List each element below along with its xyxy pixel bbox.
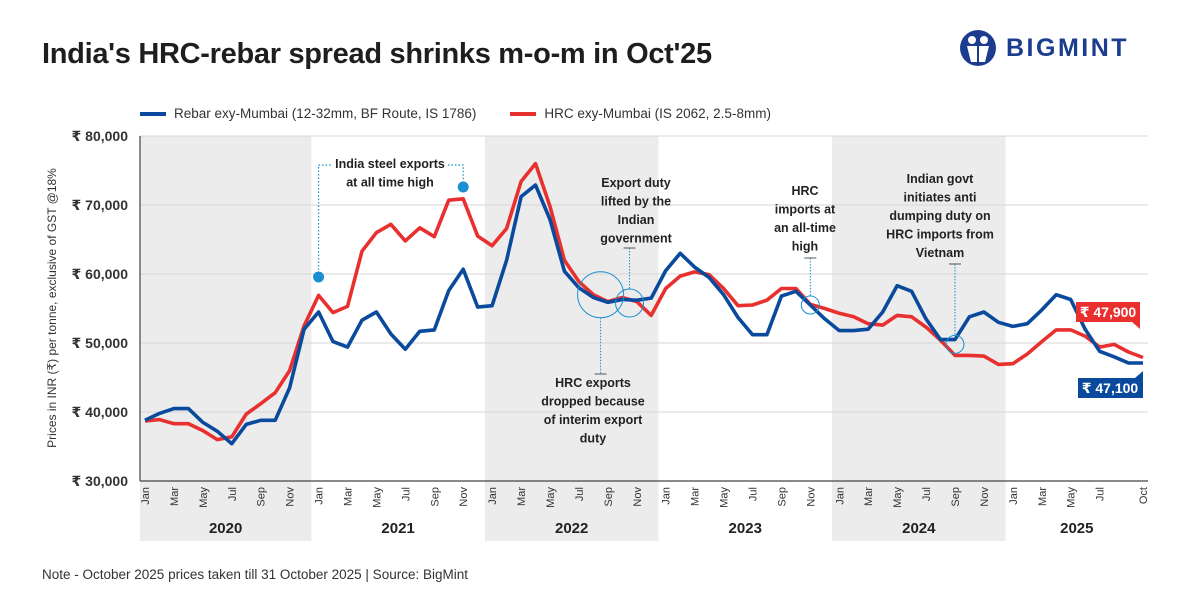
x-tick-label: Mar — [169, 487, 181, 506]
annotation-circle — [577, 271, 625, 319]
x-tick-label: Nov — [632, 487, 644, 507]
x-tick-label: May — [545, 487, 557, 508]
x-tick-label: Nov — [285, 487, 297, 507]
x-tick-label: Mar — [342, 487, 354, 506]
annotation-marker — [457, 181, 469, 193]
annotation-text: Export duty — [601, 176, 670, 190]
x-tick-label: Jul — [227, 487, 239, 501]
x-tick-label: Nov — [458, 487, 470, 507]
end-label-hrc: ₹ 47,900 — [1080, 304, 1137, 320]
annotation-text: government — [600, 232, 672, 246]
legend-item-rebar: Rebar exy-Mumbai (12-32mm, BF Route, IS … — [140, 106, 476, 121]
year-label: 2020 — [209, 520, 242, 537]
logo-text: BIGMINT — [1006, 33, 1130, 62]
x-tick-label: Mar — [690, 487, 702, 506]
x-tick-label: Sep — [256, 487, 268, 507]
annotation-marker — [313, 271, 325, 283]
x-tick-label: Sep — [776, 487, 788, 507]
year-label: 2024 — [902, 520, 936, 537]
y-tick-label: ₹ 60,000 — [72, 266, 129, 282]
annotation-text: imports at — [775, 203, 836, 217]
x-tick-label: Nov — [979, 487, 991, 507]
x-tick-label: Jul — [400, 487, 412, 501]
y-tick-label: ₹ 50,000 — [72, 335, 129, 351]
end-label-rebar: ₹ 47,100 — [1082, 380, 1139, 396]
year-band-2024 — [832, 136, 1006, 541]
legend-swatch-hrc — [510, 111, 537, 116]
x-tick-label: Jan — [314, 487, 326, 505]
annotation-leader — [317, 164, 464, 277]
annotation-text: duty — [580, 432, 606, 446]
annotation-text: dropped because — [541, 395, 645, 409]
legend-label-rebar: Rebar exy-Mumbai (12-32mm, BF Route, IS … — [174, 106, 477, 121]
series-line-rebar — [144, 183, 1143, 446]
x-tick-label: Oct — [1138, 487, 1150, 504]
x-tick-label: Jan — [834, 487, 846, 505]
end-label-box-hrc — [1076, 302, 1140, 329]
y-tick-label: ₹ 80,000 — [72, 128, 129, 144]
year-label: 2023 — [729, 520, 762, 537]
legend-label-hrc: HRC exy-Mumbai (IS 2062, 2.5-8mm) — [544, 106, 771, 121]
year-label: 2022 — [555, 520, 588, 537]
year-band-2022 — [484, 136, 659, 541]
year-label: 2021 — [381, 520, 414, 537]
chart-title: India's HRC-rebar spread shrinks m-o-m i… — [42, 38, 712, 70]
x-tick-label: Jan — [1008, 487, 1020, 505]
annotation-text: initiates anti — [904, 191, 977, 205]
annotation-text: an all-time — [774, 221, 836, 235]
legend-swatch-rebar — [140, 111, 166, 116]
y-tick-label: ₹ 30,000 — [72, 473, 129, 489]
bigmint-logo: BIGMINT — [958, 28, 1129, 68]
series-line-hrc — [144, 161, 1144, 442]
x-tick-label: Mar — [1037, 487, 1049, 506]
x-tick-label: May — [719, 487, 731, 508]
annotation-text: lifted by the — [601, 195, 671, 209]
x-tick-label: Mar — [863, 487, 875, 506]
annotation-text: at all time high — [346, 176, 434, 190]
annotation-circle — [800, 295, 820, 315]
annotation-text: high — [792, 240, 818, 254]
y-tick-label: ₹ 40,000 — [72, 404, 129, 420]
annotation-text: Vietnam — [916, 246, 964, 260]
annotation-text: dumping duty on — [889, 209, 990, 223]
x-tick-label: Sep — [429, 487, 441, 507]
x-tick-label: Jul — [1095, 487, 1107, 501]
footnote: Note - October 2025 prices taken till 31… — [42, 567, 468, 582]
x-tick-label: Jan — [661, 487, 673, 505]
annotation-text: India steel exports — [335, 157, 445, 171]
x-tick-label: May — [371, 487, 383, 508]
x-tick-label: Sep — [950, 487, 962, 507]
annotation-text: HRC exports — [555, 376, 631, 390]
year-band-2020 — [140, 136, 312, 541]
x-tick-label: May — [1066, 487, 1078, 508]
x-tick-label: Jul — [747, 487, 759, 501]
end-label-box-rebar — [1078, 371, 1143, 398]
y-axis-label: Prices in INR (₹) per tonne, exclusive o… — [45, 168, 59, 448]
annotation-text: Indian govt — [907, 172, 975, 186]
x-tick-label: May — [892, 487, 904, 508]
x-tick-label: Nov — [805, 487, 817, 507]
annotation-text: Indian — [618, 213, 655, 227]
x-tick-label: Sep — [603, 487, 615, 507]
logo-people-icon — [960, 30, 996, 66]
annotation-text: of interim export — [544, 413, 643, 427]
year-label: 2025 — [1060, 520, 1093, 537]
legend: Rebar exy-Mumbai (12-32mm, BF Route, IS … — [140, 106, 771, 121]
x-tick-label: Jul — [574, 487, 586, 501]
annotation-circle — [615, 288, 645, 318]
x-tick-label: Jul — [921, 487, 933, 501]
annotation-text: HRC — [791, 184, 818, 198]
annotation-circle — [945, 334, 965, 354]
annotation-text: HRC imports from — [886, 228, 994, 242]
x-tick-label: Mar — [516, 487, 528, 506]
x-tick-label: Jan — [487, 487, 499, 505]
y-tick-label: ₹ 70,000 — [72, 197, 129, 213]
legend-item-hrc: HRC exy-Mumbai (IS 2062, 2.5-8mm) — [510, 106, 771, 121]
x-tick-label: Jan — [140, 487, 152, 505]
x-tick-label: May — [198, 487, 210, 508]
